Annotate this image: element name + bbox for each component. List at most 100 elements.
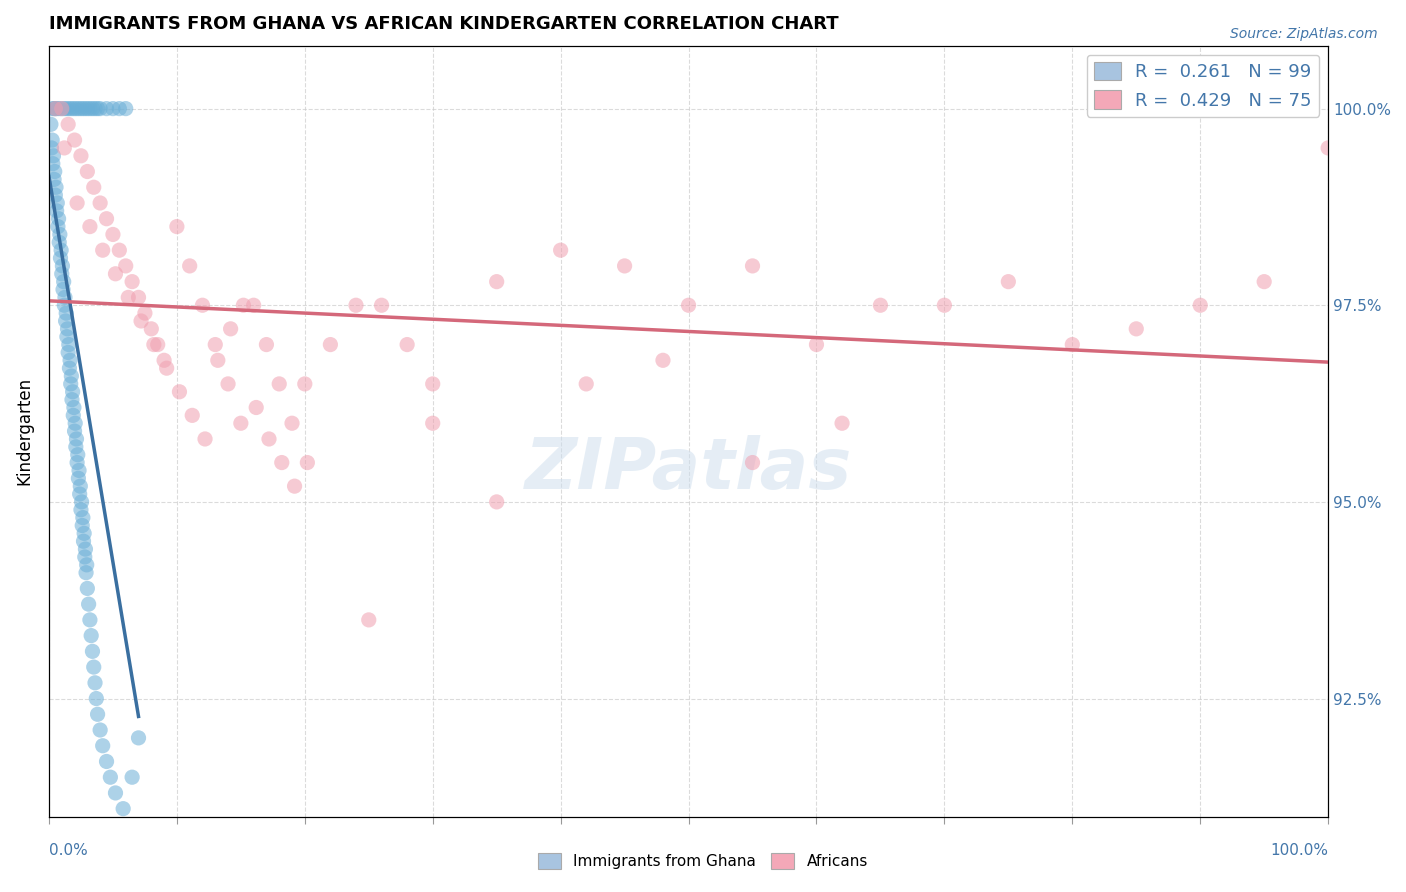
Point (42, 149, 65, 163)
Point (100, 770, 122, 784)
Point (550, 243, 572, 257)
Point (204, 337, 226, 351)
Point (678, 298, 700, 312)
Point (55, 314, 77, 328)
Legend: R =  0.261   N = 99, R =  0.429   N = 75: R = 0.261 N = 99, R = 0.429 N = 75 (1087, 54, 1319, 117)
Point (51, 267, 73, 281)
Point (114, 259, 136, 273)
Point (245, 401, 267, 415)
Point (56, 322, 79, 336)
Point (207, 353, 229, 368)
Point (59, 376, 82, 391)
Point (70, 502, 93, 516)
Point (156, 361, 179, 376)
Point (52, 275, 75, 289)
Point (181, 409, 204, 423)
Point (108, 102, 131, 116)
Point (63, 416, 86, 430)
Point (79, 219, 101, 234)
Point (60, 369, 83, 384)
Point (269, 376, 291, 391)
Point (257, 432, 280, 446)
Point (284, 479, 307, 493)
Point (217, 376, 239, 391)
Point (51, 102, 73, 116)
Point (56, 117, 79, 131)
Point (117, 290, 139, 304)
Point (46, 196, 69, 211)
Point (42, 102, 65, 116)
Point (76, 558, 98, 572)
Point (49, 251, 72, 265)
Point (76, 582, 98, 596)
Point (46, 219, 69, 234)
Point (294, 376, 316, 391)
Point (48, 235, 70, 250)
Point (76, 102, 98, 116)
Point (60, 102, 83, 116)
Point (1125, 322, 1147, 336)
Point (153, 353, 176, 368)
Point (91, 243, 114, 257)
Text: 0.0%: 0.0% (49, 843, 87, 858)
Point (48, 211, 70, 226)
Point (63, 133, 86, 147)
Point (55, 306, 77, 320)
Point (66, 102, 89, 116)
Point (58, 361, 80, 376)
Point (232, 298, 254, 312)
Point (166, 219, 188, 234)
Point (1189, 298, 1212, 312)
Point (63, 102, 86, 116)
Point (179, 259, 201, 273)
Point (77, 597, 100, 611)
Point (62, 409, 84, 423)
Point (831, 416, 853, 430)
Point (357, 613, 380, 627)
Point (58, 337, 80, 351)
Point (191, 298, 214, 312)
Point (104, 267, 127, 281)
Point (63, 424, 86, 438)
Y-axis label: Kindergarten: Kindergarten (15, 377, 32, 485)
Point (75, 566, 97, 580)
Point (67, 463, 90, 477)
Point (613, 259, 636, 273)
Point (69, 102, 91, 116)
Point (89, 723, 111, 737)
Point (370, 298, 392, 312)
Point (79, 613, 101, 627)
Point (58, 102, 80, 116)
Point (254, 337, 277, 351)
Legend: Immigrants from Ghana, Africans: Immigrants from Ghana, Africans (531, 847, 875, 875)
Point (41, 141, 63, 155)
Point (59, 353, 82, 368)
Point (66, 196, 89, 211)
Point (51, 259, 73, 273)
Point (73, 549, 96, 564)
Point (82, 644, 104, 658)
Point (65, 440, 87, 454)
Point (997, 275, 1019, 289)
Point (63, 401, 86, 415)
Point (101, 227, 124, 242)
Point (297, 456, 319, 470)
Point (80, 629, 103, 643)
Point (1253, 275, 1275, 289)
Point (270, 456, 292, 470)
Point (69, 487, 91, 501)
Point (53, 290, 76, 304)
Point (319, 337, 342, 351)
Point (114, 102, 136, 116)
Point (806, 337, 828, 351)
Point (141, 322, 163, 336)
Point (219, 322, 242, 336)
Point (60, 392, 83, 407)
Point (422, 376, 444, 391)
Point (44, 102, 66, 116)
Point (45, 203, 67, 218)
Text: Source: ZipAtlas.com: Source: ZipAtlas.com (1230, 27, 1378, 41)
Point (242, 298, 264, 312)
Point (49, 243, 72, 257)
Point (65, 432, 87, 446)
